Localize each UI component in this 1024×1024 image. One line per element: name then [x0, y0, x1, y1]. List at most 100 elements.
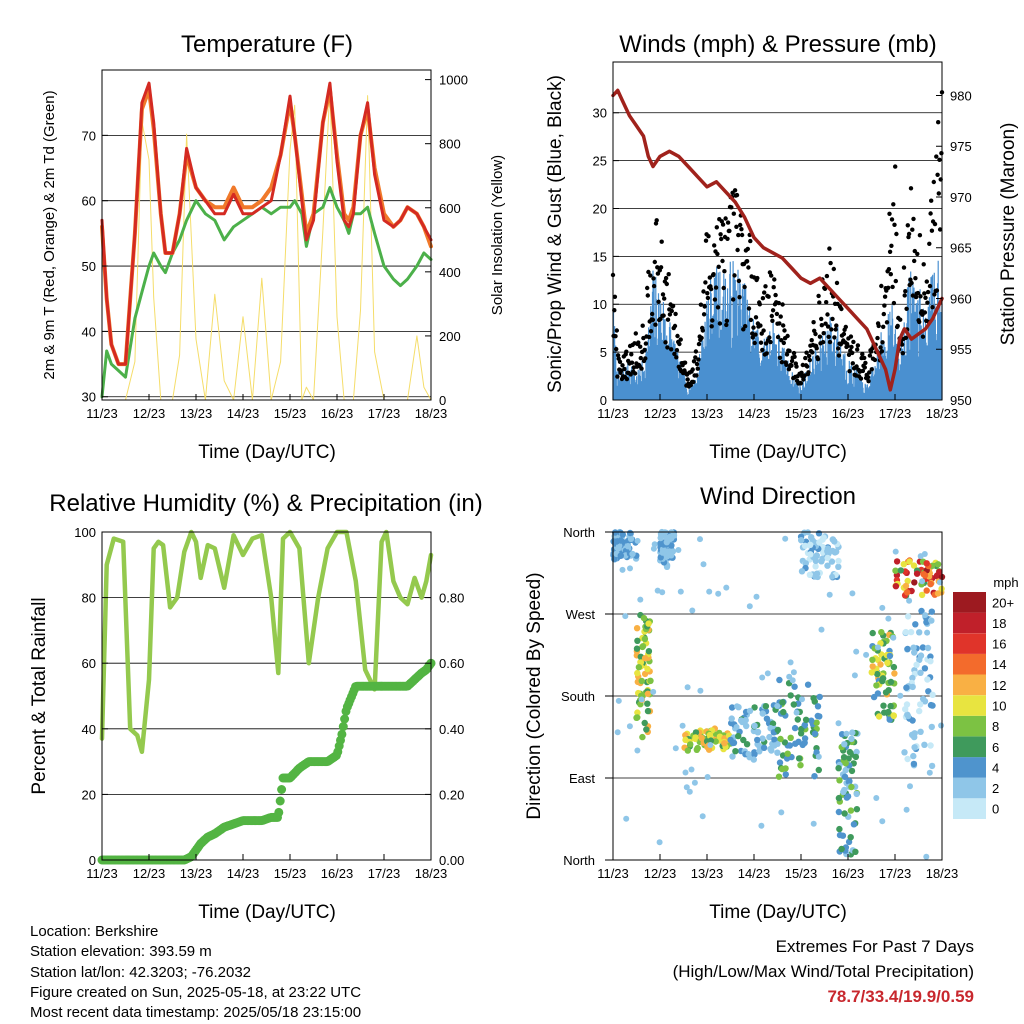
- gust-point: [903, 335, 909, 340]
- gust-point: [738, 222, 743, 228]
- direction-point: [651, 541, 658, 548]
- direction-point: [838, 845, 845, 853]
- direction-point: [815, 753, 822, 760]
- humidity-xtick-label: 14/23: [227, 866, 260, 881]
- direction-point: [835, 794, 843, 802]
- gust-point: [760, 347, 765, 353]
- direction-point: [638, 677, 645, 685]
- direction-point: [852, 753, 860, 761]
- gust-point: [629, 352, 634, 357]
- legend-label: 4: [992, 760, 999, 775]
- gust-point: [722, 269, 727, 274]
- direction-xtick-label: 14/23: [738, 866, 771, 881]
- humidity-ytick-label: 80: [82, 591, 96, 606]
- direction-point: [699, 813, 706, 820]
- gust-point: [673, 311, 678, 317]
- gust-point: [878, 345, 883, 350]
- gust-point: [750, 335, 755, 340]
- winds-xtick-label: 15/23: [785, 406, 818, 421]
- gust-point: [886, 285, 891, 290]
- gust-point: [800, 362, 805, 368]
- temperature-gridlines: [102, 134, 431, 398]
- legend-title: mph: [993, 575, 1018, 590]
- gust-point: [715, 251, 720, 257]
- gust-point: [875, 335, 880, 341]
- gust-point: [614, 346, 619, 352]
- direction-point: [902, 582, 910, 590]
- direction-point: [793, 709, 800, 716]
- direction-point: [783, 755, 791, 762]
- direction-point: [795, 755, 803, 762]
- gust-point: [674, 348, 680, 353]
- direction-point: [913, 570, 921, 577]
- humidity-rtick-label: 0.80: [439, 591, 464, 606]
- direction-point: [911, 733, 918, 741]
- temperature-ylabel-right: Solar Insolation (Yellow): [489, 155, 506, 315]
- gust-point: [872, 357, 878, 363]
- gust-point: [939, 151, 944, 156]
- direction-point: [848, 783, 855, 791]
- temperature-xtick-label: 18/23: [415, 406, 448, 421]
- direction-point: [641, 719, 648, 727]
- direction-point: [869, 656, 876, 663]
- direction-point: [776, 759, 784, 766]
- gust-point: [847, 369, 852, 374]
- direction-point: [762, 703, 770, 710]
- direction-point: [644, 700, 651, 707]
- humidity-xtick-label: 12/23: [133, 866, 166, 881]
- direction-point: [679, 722, 686, 729]
- humidity-xtick-label: 18/23: [415, 866, 448, 881]
- direction-point: [754, 728, 762, 736]
- temperature-rtick-label: 1000: [439, 73, 468, 88]
- gust-point: [936, 120, 941, 125]
- rainfall-point: [338, 722, 348, 732]
- gust-point: [836, 346, 841, 351]
- direction-point: [808, 717, 815, 724]
- direction-point: [904, 755, 911, 763]
- gust-point: [846, 352, 852, 357]
- gust-point: [748, 238, 753, 244]
- direction-point: [884, 659, 891, 666]
- direction-point: [807, 541, 814, 548]
- gust-point: [716, 264, 721, 269]
- gust-point: [772, 277, 777, 282]
- legend-label: 12: [992, 678, 1006, 693]
- direction-point: [657, 554, 664, 561]
- direction-point: [798, 568, 806, 575]
- temperature-xlabel: Time (Day/UTC): [198, 442, 336, 463]
- direction-point: [906, 558, 913, 565]
- direction-point: [873, 682, 880, 689]
- direction-point: [764, 670, 771, 677]
- gust-point: [702, 304, 707, 309]
- gust-point: [705, 295, 711, 301]
- direction-point: [801, 739, 808, 746]
- direction-point: [921, 741, 928, 748]
- direction-point: [850, 821, 858, 828]
- gust-point: [928, 211, 933, 216]
- legend-swatch: [953, 777, 986, 799]
- humidity-ytick-label: 100: [74, 525, 96, 540]
- gust-point: [898, 317, 903, 322]
- gust-point: [884, 320, 890, 325]
- gust-point: [628, 372, 633, 377]
- gust-point: [715, 305, 721, 310]
- gust-point: [724, 322, 729, 328]
- direction-point: [610, 538, 617, 545]
- direction-point: [634, 669, 641, 677]
- direction-point: [890, 712, 897, 720]
- gust-point: [729, 205, 734, 210]
- temperature-xtick-label: 12/23: [133, 406, 166, 421]
- gust-point: [891, 300, 897, 306]
- direction-point: [847, 834, 854, 841]
- gust-point: [869, 367, 874, 372]
- direction-point: [890, 663, 898, 671]
- gust-point: [917, 319, 922, 325]
- winds-ticks: 0 5 10 15 20 25 30 950 955 960 965 970 975 980 11/23 12…: [593, 88, 972, 421]
- gust-point: [753, 332, 758, 337]
- temperature-rtick-label: 200: [439, 329, 461, 344]
- gust-point: [764, 351, 769, 356]
- direction-point: [657, 540, 664, 547]
- gust-point: [879, 283, 884, 289]
- gust-point: [784, 362, 789, 367]
